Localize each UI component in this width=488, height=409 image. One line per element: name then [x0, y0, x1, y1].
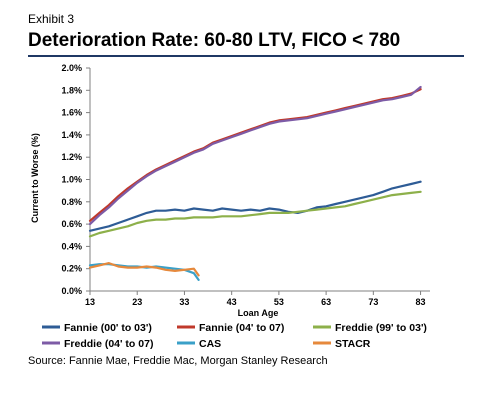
exhibit-label: Exhibit 3	[28, 12, 75, 26]
legend-item-5: CAS	[177, 338, 221, 350]
legend-item-6: STACR	[313, 338, 371, 350]
series-line-1	[88, 180, 422, 232]
y-tick-label: 1.0%	[61, 175, 82, 185]
y-tick-label: 0.0%	[61, 286, 82, 296]
x-tick-label: 83	[416, 297, 426, 307]
y-tick-label: 0.6%	[61, 219, 82, 229]
x-tick-label: 73	[368, 297, 378, 307]
legend-item-4: Freddie (04' to 07)	[42, 338, 153, 350]
series-line-4	[88, 85, 422, 226]
chart-legend: Fannie (00' to 03') Fannie (04' to 07) Fre…	[42, 322, 427, 350]
legend-label: Freddie (04' to 07)	[64, 338, 153, 350]
page-title: Deterioration Rate: 60-80 LTV, FICO < 78…	[28, 30, 401, 51]
source-note: Source: Fannie Mae, Freddie Mac, Morgan …	[28, 355, 328, 367]
legend-label: Freddie (99' to 03')	[335, 322, 427, 334]
x-tick-label: 43	[227, 297, 237, 307]
y-tick-label: 0.2%	[61, 264, 82, 274]
legend-label: Fannie (04' to 07)	[199, 322, 284, 334]
series-line-3	[88, 190, 422, 238]
y-tick-label: 0.4%	[61, 241, 82, 251]
y-tick-label: 0.8%	[61, 197, 82, 207]
series-line-6	[88, 262, 200, 277]
x-tick-label: 33	[179, 297, 189, 307]
series-lines	[88, 85, 422, 281]
legend-label: STACR	[335, 338, 371, 350]
x-tick-label: 63	[321, 297, 331, 307]
y-tick-label: 1.6%	[61, 108, 82, 118]
legend-item-3: Freddie (99' to 03')	[313, 322, 427, 334]
x-tick-label: 53	[274, 297, 284, 307]
x-tick-label: 13	[85, 297, 95, 307]
title-rule	[28, 55, 464, 57]
x-axis-label: Loan Age	[238, 308, 279, 318]
legend-item-1: Fannie (00' to 03')	[42, 322, 152, 334]
y-tick-label: 2.0%	[61, 63, 82, 73]
chart-axes: 0.0% 0.2% 0.4% 0.6% 0.8% 1.0% 1.2% 1.4% 1.6% 1.8%…	[61, 63, 430, 307]
x-tick-label: 23	[132, 297, 142, 307]
y-tick-label: 1.4%	[61, 130, 82, 140]
y-tick-label: 1.2%	[61, 152, 82, 162]
y-axis-label: Current to Worse (%)	[30, 133, 40, 223]
y-tick-label: 1.8%	[61, 85, 82, 95]
legend-label: CAS	[199, 338, 221, 350]
legend-label: Fannie (00' to 03')	[64, 322, 152, 334]
legend-item-2: Fannie (04' to 07)	[177, 322, 284, 334]
